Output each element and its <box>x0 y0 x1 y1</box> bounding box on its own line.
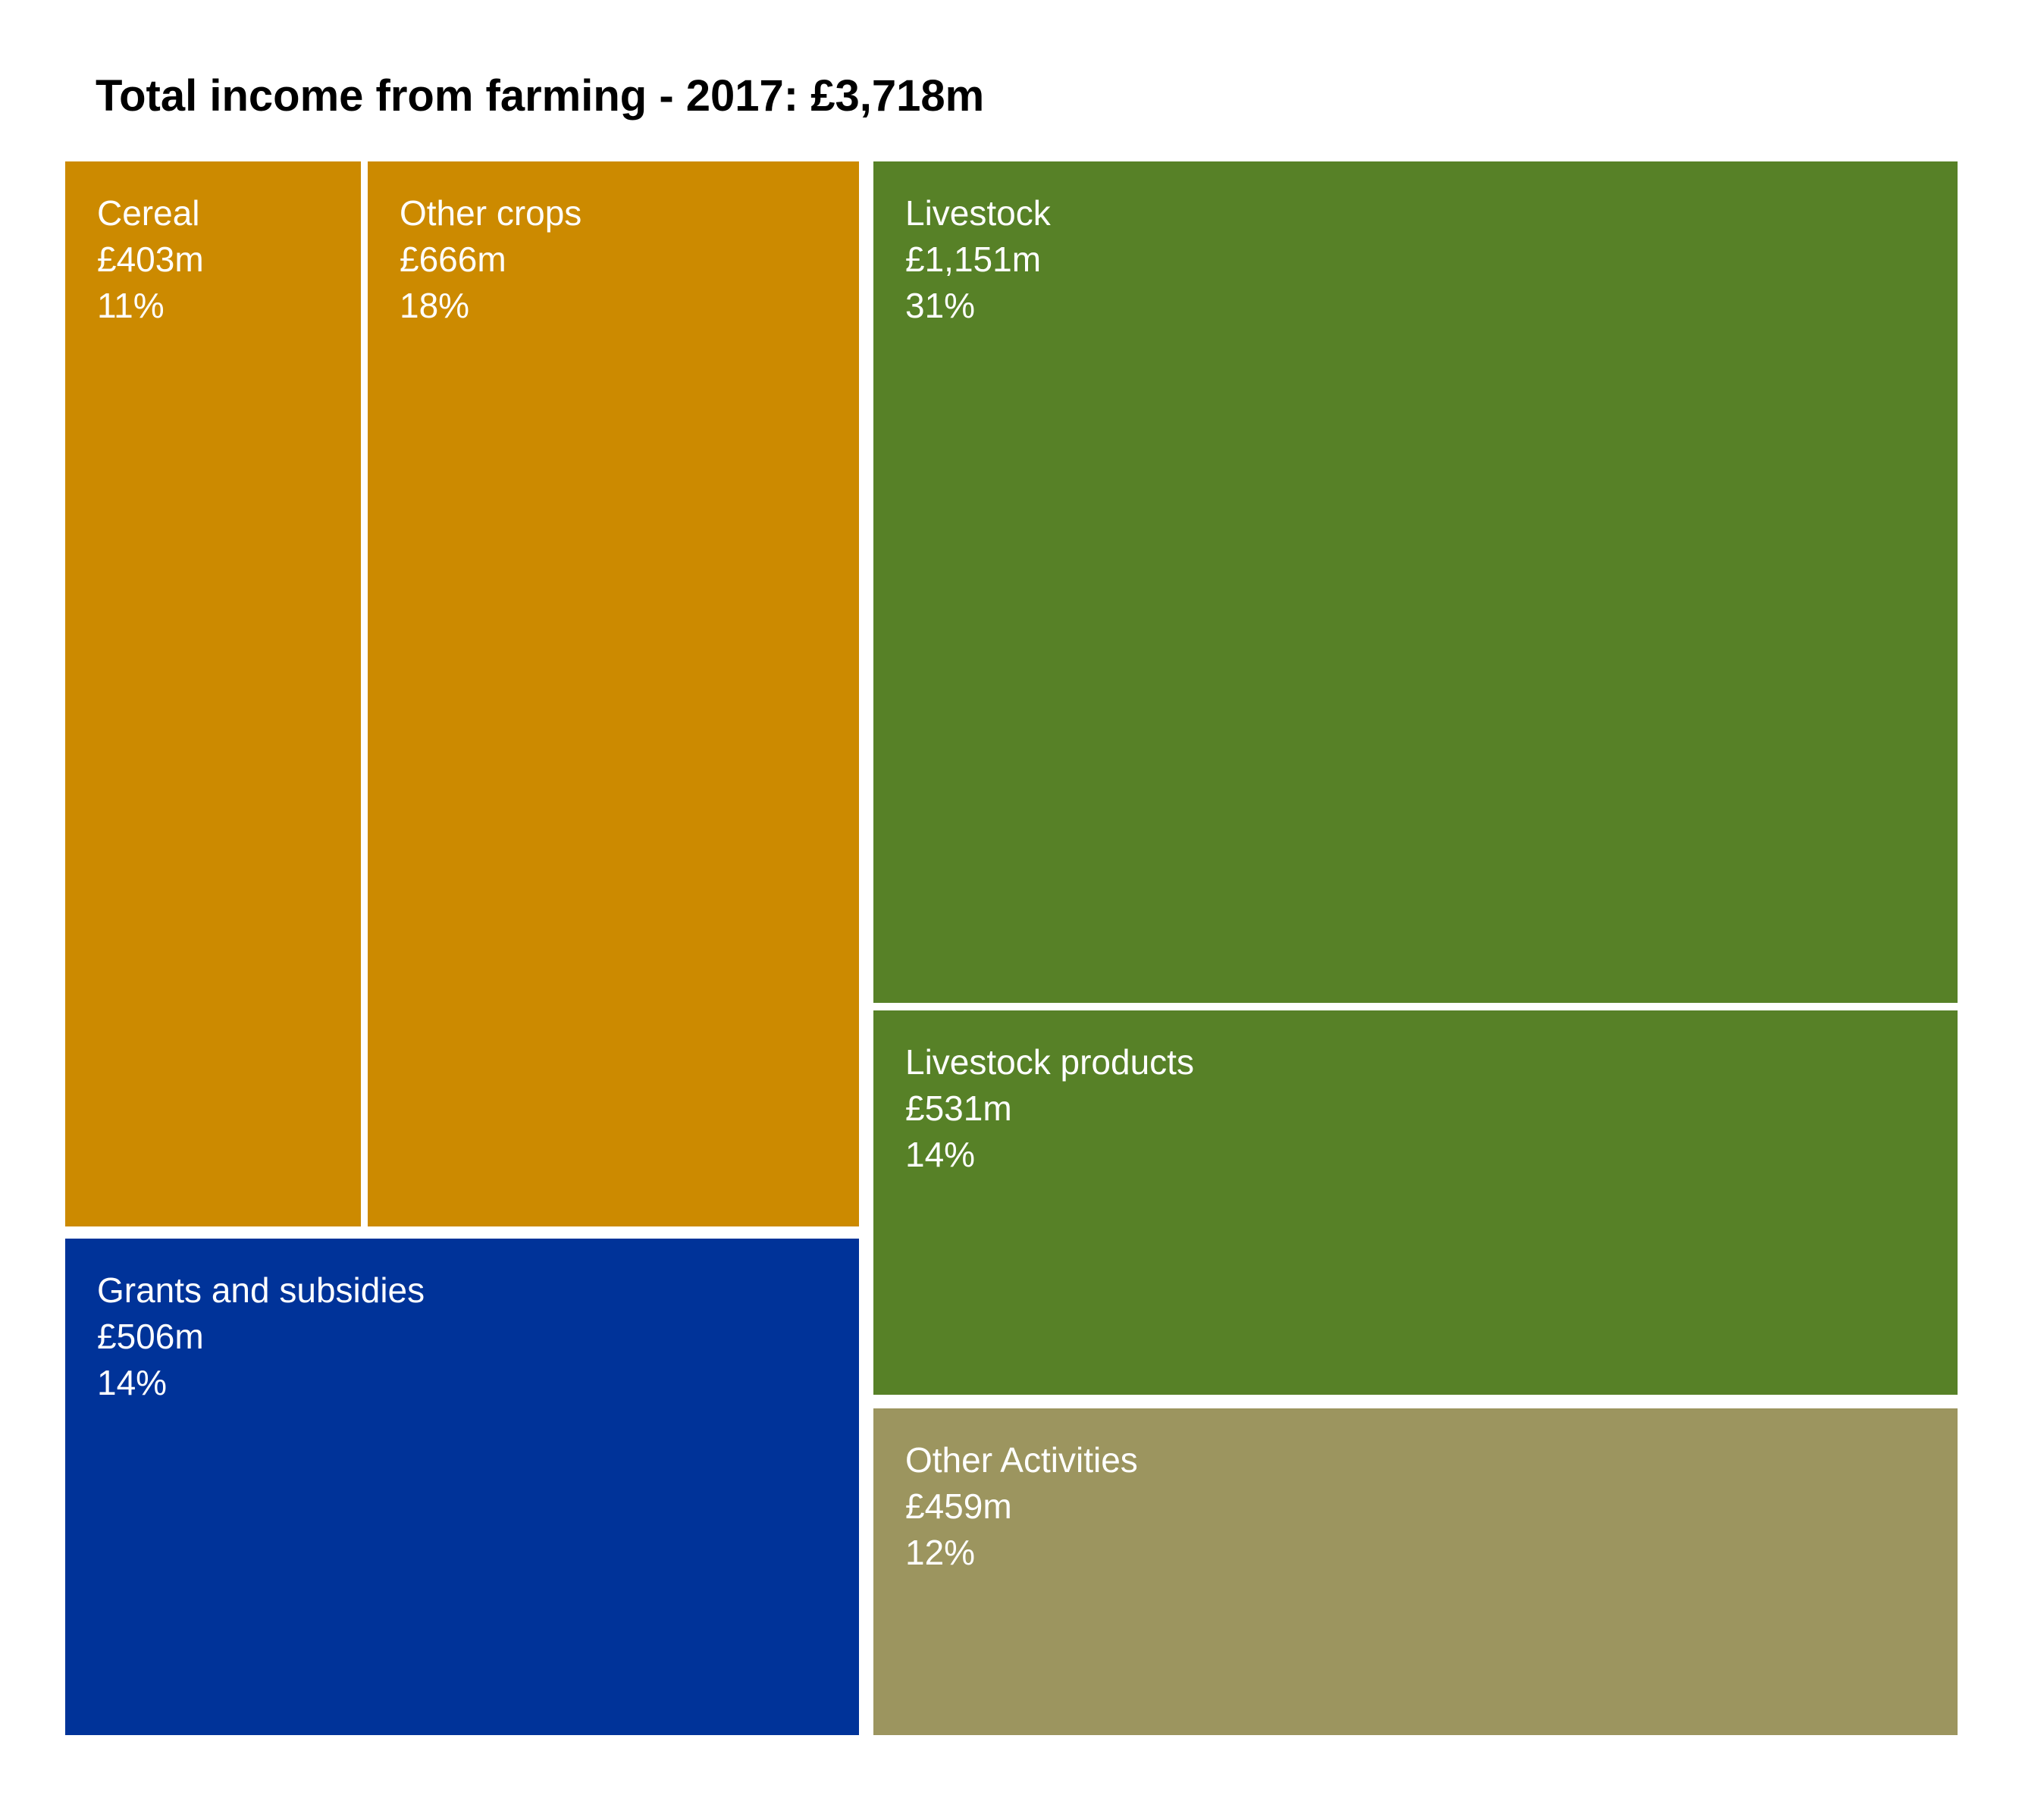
tile-value: £506m <box>97 1317 204 1356</box>
tile-label: Other crops <box>400 193 582 233</box>
chart-title: Total income from farming - 2017: £3,718… <box>96 71 985 121</box>
treemap-tile-other-crops: Other crops £666m 18% <box>368 161 859 1226</box>
tile-percent: 14% <box>97 1363 168 1402</box>
tile-percent: 11% <box>97 286 165 325</box>
treemap-tile-grants-and-subsidies: Grants and subsidies £506m 14% <box>65 1239 859 1735</box>
tile-label: Livestock products <box>905 1042 1194 1082</box>
tile-value: £459m <box>905 1486 1012 1526</box>
tile-label: Grants and subsidies <box>97 1270 425 1310</box>
tile-label: Cereal <box>97 193 200 233</box>
tile-percent: 31% <box>905 286 976 325</box>
tile-percent: 12% <box>905 1533 976 1572</box>
treemap-tile-cereal: Cereal £403m 11% <box>65 161 361 1226</box>
tile-value: £403m <box>97 240 204 279</box>
tile-percent: 18% <box>400 286 470 325</box>
tile-value: £1,151m <box>905 240 1042 279</box>
tile-label: Livestock <box>905 193 1051 233</box>
treemap-tile-other-activities: Other Activities £459m 12% <box>873 1408 1958 1735</box>
treemap-tile-livestock: Livestock £1,151m 31% <box>873 161 1958 1003</box>
tile-value: £666m <box>400 240 506 279</box>
tile-label: Other Activities <box>905 1440 1138 1480</box>
tile-value: £531m <box>905 1089 1012 1128</box>
treemap-tile-livestock-products: Livestock products £531m 14% <box>873 1010 1958 1395</box>
tile-percent: 14% <box>905 1135 976 1174</box>
